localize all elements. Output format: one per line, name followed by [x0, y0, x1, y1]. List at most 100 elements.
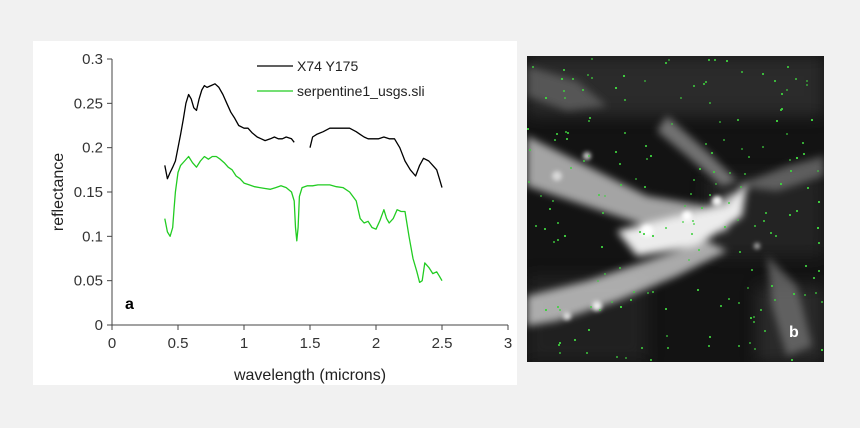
green-pixel: [711, 152, 713, 154]
green-pixel: [776, 120, 778, 122]
green-pixel: [558, 344, 560, 346]
x-tick-label: 2: [372, 335, 380, 352]
green-pixel: [667, 347, 669, 349]
green-pixel: [728, 202, 730, 204]
green-pixel: [559, 342, 561, 344]
green-pixel: [684, 205, 686, 207]
green-pixel: [741, 148, 743, 150]
green-pixel: [591, 58, 593, 60]
green-pixel: [549, 208, 551, 210]
green-pixel: [570, 167, 572, 169]
green-pixel: [646, 158, 648, 160]
x-tick-label: 1.5: [300, 335, 321, 352]
green-pixel: [781, 93, 783, 95]
green-pixel: [774, 299, 776, 301]
green-pixel: [751, 269, 753, 271]
green-pixel: [645, 145, 647, 147]
y-ticks: 0 0.05 0.1 0.15 0.2 0.25 0.3: [74, 51, 112, 334]
green-pixel: [821, 349, 823, 351]
green-pixel: [709, 336, 711, 338]
green-pixel: [666, 335, 668, 337]
green-pixel: [635, 178, 637, 180]
green-pixel: [787, 66, 789, 68]
green-pixel: [709, 194, 711, 196]
spectrum-plot-panel: 0 0.05 0.1 0.15 0.2 0.25 0.3 0 0.5 1 1.5 2 2.5 3 wav…: [33, 41, 517, 385]
green-pixel: [641, 347, 643, 349]
green-pixel: [559, 309, 561, 311]
green-pixel: [713, 171, 715, 173]
green-pixel: [583, 160, 585, 162]
green-pixel: [650, 359, 652, 361]
green-pixel: [566, 138, 568, 140]
green-pixel: [796, 210, 798, 212]
y-tick-label: 0.15: [74, 184, 103, 201]
bright-speckles: [552, 152, 760, 320]
green-pixel: [563, 69, 565, 71]
plot-area: [107, 59, 505, 325]
green-pixel: [737, 119, 739, 121]
series-line-1: [164, 83, 295, 180]
x-tick-label: 0: [108, 335, 116, 352]
green-pixel: [623, 75, 625, 77]
green-pixel: [665, 62, 667, 64]
green-pixel: [693, 223, 695, 225]
green-pixel: [552, 200, 554, 202]
green-pixel: [599, 309, 601, 311]
x-ticks: 0 0.5 1 1.5 2 2.5 3: [108, 325, 512, 352]
green-pixel: [557, 306, 559, 308]
green-pixel: [587, 74, 589, 76]
green-pixel: [729, 172, 731, 174]
green-pixel: [682, 221, 684, 223]
green-pixel: [598, 194, 600, 196]
green-pixel: [817, 170, 819, 172]
green-pixel: [739, 251, 741, 253]
green-pixel: [604, 273, 606, 275]
green-pixel: [561, 78, 563, 80]
y-tick-label: 0.1: [82, 228, 103, 245]
green-pixel: [639, 231, 641, 233]
green-pixel: [708, 345, 710, 347]
green-pixel: [754, 225, 756, 227]
green-pixel: [740, 186, 742, 188]
green-pixel: [737, 219, 739, 221]
green-pixel: [789, 214, 791, 216]
green-pixel: [708, 59, 710, 61]
green-pixel: [817, 227, 819, 229]
green-pixel: [545, 97, 547, 99]
green-pixel: [586, 352, 588, 354]
green-pixel: [780, 183, 782, 185]
green-pixel: [703, 83, 705, 85]
green-pixel: [588, 155, 590, 157]
green-pixel: [693, 179, 695, 181]
green-pixel: [714, 59, 716, 61]
x-axis-title: wavelength (microns): [233, 367, 386, 384]
green-pixel: [818, 201, 820, 203]
series-line-2: [164, 155, 443, 284]
green-pixel: [588, 120, 590, 122]
green-pixel: [765, 212, 767, 214]
green-pixel: [557, 222, 559, 224]
green-pixel: [620, 306, 622, 308]
green-pixel: [723, 139, 725, 141]
green-pixel: [813, 277, 815, 279]
green-pixel: [762, 146, 764, 148]
y-tick-label: 0.25: [74, 95, 103, 112]
x-tick-label: 2.5: [432, 335, 453, 352]
green-pixel: [559, 352, 561, 354]
green-pixel: [553, 241, 555, 243]
green-pixel: [615, 87, 617, 89]
green-pixel: [806, 80, 808, 82]
green-pixel: [749, 342, 751, 344]
green-pixel: [754, 348, 756, 350]
green-pixel: [786, 89, 788, 91]
legend-label: X74 Y175: [297, 58, 358, 74]
green-pixel: [602, 212, 604, 214]
legend-label: serpentine1_usgs.sli: [297, 83, 425, 99]
green-pixel: [691, 233, 693, 235]
y-tick-label: 0: [95, 317, 103, 334]
green-pixel: [719, 121, 721, 123]
green-pixel: [652, 291, 654, 293]
green-pixel: [601, 246, 603, 248]
spectrum-chart: 0 0.05 0.1 0.15 0.2 0.25 0.3 0 0.5 1 1.5 2 2.5 3 wav…: [50, 51, 512, 384]
green-pixel: [597, 280, 599, 282]
